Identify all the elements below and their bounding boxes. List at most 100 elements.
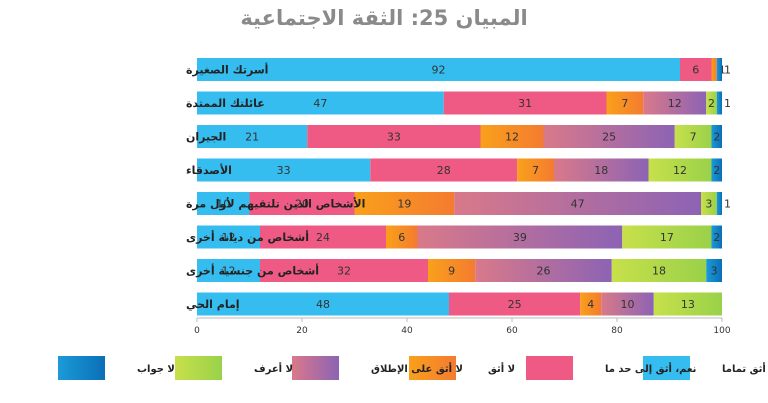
category-label: الأشخاص الذين تلتقيهم لأول مرة <box>186 197 365 211</box>
bar-segment <box>711 225 722 249</box>
category-label: عائلتك الممتدة <box>186 97 265 110</box>
data-label: 26 <box>537 265 551 278</box>
legend: نعم، أثق تماما نعم، أثق إلى حد ما لا أثق لا… <box>58 356 768 380</box>
data-label: 7 <box>532 164 539 177</box>
bar-row: 21 33 12 25 7 2 <box>197 125 722 148</box>
bar-row: 33 28 7 18 12 2 <box>197 158 722 182</box>
bar-segment <box>197 292 449 316</box>
bar-row: 12 24 6 39 17 2 <box>197 225 722 249</box>
bar-segment <box>601 292 654 316</box>
bar-row: 10 20 19 47 3 1 <box>197 192 731 215</box>
bar-segment <box>197 91 444 115</box>
bar-segment <box>354 192 455 215</box>
legend-item: لا أثق على الإطلاق <box>292 356 463 380</box>
data-label: 18 <box>594 164 608 177</box>
bar-segment <box>611 259 707 282</box>
x-tick-label: 0 <box>194 326 200 336</box>
bar-segment <box>622 225 712 249</box>
data-label: 6 <box>692 64 699 77</box>
legend-label: نعم، أثق تماما <box>722 362 768 375</box>
bar-segment <box>653 292 722 316</box>
legend-swatch <box>292 356 339 380</box>
data-label: 13 <box>681 298 695 311</box>
data-label: 28 <box>437 164 451 177</box>
bar-segment <box>716 91 722 115</box>
x-tick-label: 40 <box>401 326 413 336</box>
bar-segment <box>648 158 712 182</box>
category-label: إمام الحي <box>186 298 240 311</box>
x-tick-label: 80 <box>611 326 623 336</box>
category-labels: أسرتك الصغيرة عائلتك الممتدة الجيران الأصدق… <box>186 63 365 312</box>
data-label: 19 <box>397 198 411 211</box>
bar-row: 47 31 7 12 2 1 <box>197 91 731 115</box>
data-label: 32 <box>337 265 351 278</box>
legend-swatch <box>175 356 222 380</box>
category-label: أشخاص من جنسية أخرى <box>186 264 319 278</box>
bar-segment <box>711 58 717 81</box>
bar-segment <box>674 125 712 148</box>
data-label: 2 <box>713 131 720 144</box>
bar-segment <box>480 125 544 148</box>
bar-segment <box>475 259 612 282</box>
data-label: 47 <box>313 97 327 110</box>
category-label: أشخاص من ديانة أخرى <box>186 230 309 244</box>
bar-segment <box>680 58 712 81</box>
legend-label: نعم، أثق إلى حد ما <box>605 362 696 375</box>
data-label: 12 <box>222 265 236 278</box>
bar-segment <box>307 125 481 148</box>
legend-item: لا جواب <box>58 356 175 380</box>
bar-segment <box>711 158 722 182</box>
data-label: 48 <box>316 298 330 311</box>
legend-swatch <box>409 356 456 380</box>
data-label: 18 <box>652 265 666 278</box>
data-label: 25 <box>508 298 522 311</box>
data-label: 6 <box>398 231 405 244</box>
data-label: 12 <box>673 164 687 177</box>
bar-segment <box>711 125 722 148</box>
data-label: 9 <box>448 265 455 278</box>
data-label: 12 <box>668 97 682 110</box>
data-label: 33 <box>387 131 401 144</box>
bar-segment <box>197 259 260 282</box>
data-label: 39 <box>513 231 527 244</box>
bar-segment <box>417 225 623 249</box>
bar-segment <box>197 125 308 148</box>
data-label: 1 <box>724 198 731 211</box>
legend-label: لا أثق <box>488 362 515 375</box>
data-label: 1 <box>719 64 726 77</box>
bar-segment <box>517 158 554 182</box>
data-label: 3 <box>705 198 712 211</box>
chart-title: المبيان 25: الثقة الاجتماعية <box>240 6 528 30</box>
data-label: 1 <box>724 64 731 77</box>
legend-swatch <box>526 356 573 380</box>
bar-segment <box>197 58 680 81</box>
bar-row: 48 25 4 10 13 <box>197 292 722 316</box>
data-label: 4 <box>587 298 594 311</box>
bar-segment <box>716 192 722 215</box>
data-label: 1 <box>724 97 731 110</box>
bar-segment <box>454 192 701 215</box>
data-label: 7 <box>690 131 697 144</box>
bar-row: 92 6 11 <box>197 58 731 81</box>
data-label: 20 <box>295 198 309 211</box>
data-label: 10 <box>216 198 230 211</box>
data-label: 7 <box>621 97 628 110</box>
bar-segment <box>716 58 722 81</box>
data-label: 12 <box>222 231 236 244</box>
data-label: 24 <box>316 231 330 244</box>
x-axis: 0 20 40 60 80 100 <box>194 317 731 336</box>
legend-item: نعم، أثق تماما <box>643 356 768 380</box>
data-label: 2 <box>713 231 720 244</box>
data-label: 12 <box>505 131 519 144</box>
legend-item: لا أثق <box>409 356 515 380</box>
legend-label: لا جواب <box>137 364 175 375</box>
legend-item: نعم، أثق إلى حد ما <box>526 356 696 380</box>
bar-segment <box>580 292 602 316</box>
legend-swatch <box>643 356 690 380</box>
data-label: 21 <box>245 131 259 144</box>
bar-row: 12 32 9 26 18 3 <box>197 259 722 282</box>
bar-segment <box>370 158 518 182</box>
bar-segment <box>643 91 707 115</box>
